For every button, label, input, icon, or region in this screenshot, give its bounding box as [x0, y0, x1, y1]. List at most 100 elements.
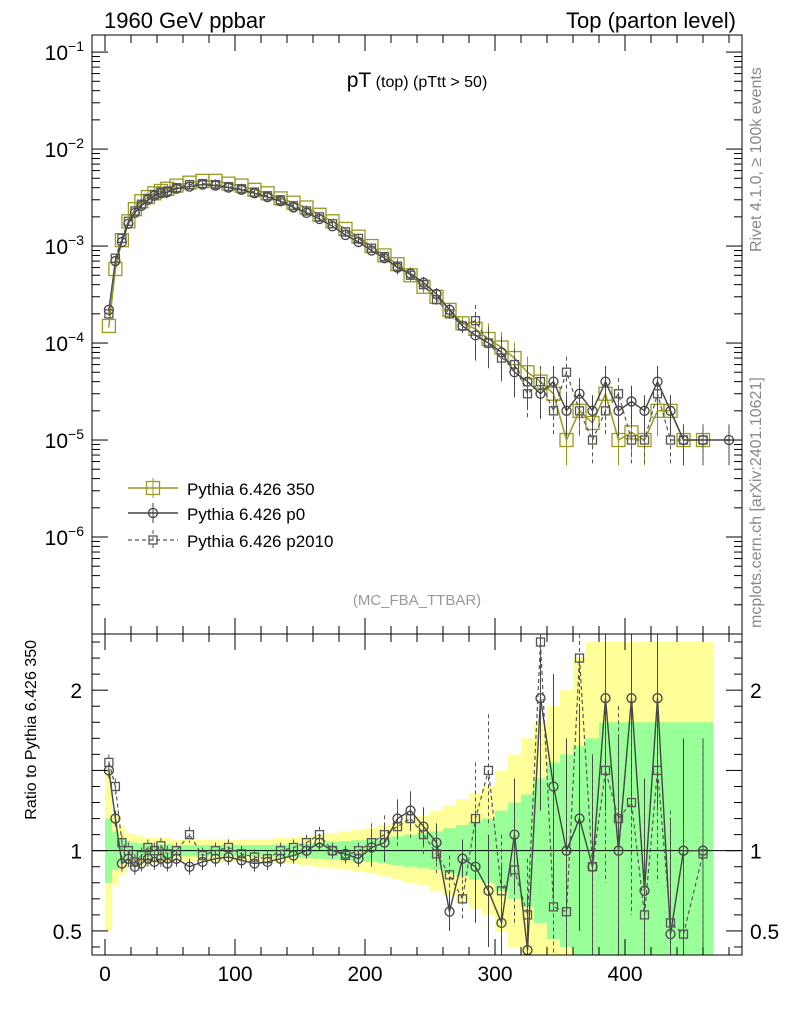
data-point-pythia-6-426-p0	[665, 405, 676, 416]
ratio-point-pythia-6-426-p2010	[249, 852, 260, 862]
y-tick-label: 10−5	[45, 426, 85, 453]
data-point-pythia-6-426-p2010	[366, 243, 377, 253]
ratio-point-pythia-6-426-p0	[483, 885, 494, 896]
data-point-pythia-6-426-p2010	[110, 253, 121, 263]
ratio-point-pythia-6-426-p0	[457, 853, 468, 864]
ratio-point-pythia-6-426-p2010	[496, 886, 507, 896]
data-point-pythia-6-426-p2010	[561, 367, 572, 377]
ratio-y-tick-label-right: 0.5	[750, 921, 779, 944]
data-point-pythia-6-426-p2010	[379, 251, 390, 262]
data-point-pythia-6-426-p2010	[548, 406, 559, 416]
legend-label: Pythia 6.426 p2010	[187, 532, 334, 551]
ratio-point-pythia-6-426-p0	[155, 853, 167, 864]
ratio-point-pythia-6-426-p2010	[665, 918, 676, 928]
ratio-point-pythia-6-426-p0	[110, 813, 121, 824]
data-point-pythia-6-426-p2010	[587, 435, 598, 445]
ratio-point-pythia-6-426-p2010	[431, 849, 442, 859]
legend-marker	[145, 480, 161, 496]
data-point-pythia-6-426-p2010	[210, 179, 221, 190]
ratio-point-pythia-6-426-p2010	[457, 894, 468, 904]
plot-title: pT (top) (pTtt > 50)	[347, 69, 488, 92]
ratio-point-pythia-6-426-p2010	[262, 854, 273, 864]
data-point-pythia-6-426-p2010	[197, 178, 208, 189]
ratio-point-pythia-6-426-p2010	[275, 846, 286, 856]
band-inner	[651, 722, 664, 955]
data-point-pythia-6-426-p2010	[418, 279, 429, 290]
ratio-point-pythia-6-426-p2010	[184, 829, 195, 840]
data-point-pythia-6-426-p0	[470, 330, 481, 341]
ratio-point-pythia-6-426-p2010	[162, 849, 173, 859]
data-point-pythia-6-426-p2010	[613, 389, 624, 399]
ratio-y-axis-label: Ratio to Pythia 6.426 350	[23, 640, 40, 820]
ratio-point-pythia-6-426-p2010	[156, 841, 166, 851]
x-tick-label: 0	[99, 963, 111, 986]
data-point-pythia-6-426-p0	[587, 405, 598, 416]
ratio-point-pythia-6-426-p2010	[678, 929, 689, 939]
data-point-pythia-6-426-p2010	[483, 338, 494, 348]
ratio-point-pythia-6-426-p0	[116, 858, 128, 869]
data-point-pythia-6-426-p2010	[392, 261, 403, 271]
ratio-point-pythia-6-426-p2010	[587, 862, 598, 872]
ratio-point-pythia-6-426-p2010	[288, 842, 299, 853]
ratio-point-pythia-6-426-p2010	[470, 813, 481, 824]
ratio-point-pythia-6-426-p2010	[483, 765, 494, 776]
data-point-pythia-6-426-p2010	[314, 212, 325, 222]
x-tick-label: 300	[477, 963, 512, 986]
data-point-pythia-6-426-p2010	[262, 191, 273, 201]
ratio-point-pythia-6-426-p2010	[639, 910, 650, 920]
ratio-point-pythia-6-426-p2010	[327, 846, 338, 856]
ratio-point-pythia-6-426-p2010	[652, 765, 663, 776]
data-point-pythia-6-426-p2010	[104, 309, 114, 319]
ratio-point-pythia-6-426-p2010	[626, 797, 637, 808]
header-left: 1960 GeV ppbar	[104, 8, 266, 33]
ratio-point-pythia-6-426-p2010	[548, 902, 559, 912]
ratio-point-pythia-6-426-p2010	[236, 849, 247, 859]
y-tick-label: 10−4	[45, 329, 85, 356]
ratio-point-pythia-6-426-p2010	[340, 850, 351, 861]
ratio-point-pythia-6-426-p2010	[314, 829, 325, 840]
data-point-pythia-6-426-p2010	[130, 206, 140, 216]
ratio-point-pythia-6-426-p2010	[535, 637, 546, 647]
ratio-point-pythia-6-426-p0	[223, 851, 234, 863]
ratio-point-pythia-6-426-p2010	[104, 757, 114, 768]
ratio-point-pythia-6-426-p2010	[509, 865, 520, 875]
data-point-pythia-6-426-p2010	[327, 219, 338, 229]
data-point-pythia-6-426-p2010	[123, 216, 134, 226]
data-point-pythia-6-426-p2010	[171, 183, 182, 193]
ratio-point-pythia-6-426-p2010	[301, 838, 312, 848]
legend-marker	[147, 507, 159, 519]
y-tick-label: 10−6	[45, 523, 85, 550]
ratio-point-pythia-6-426-p2010	[366, 838, 377, 848]
legend-label: Pythia 6.426 350	[187, 480, 315, 499]
ratio-point-pythia-6-426-p2010	[149, 846, 160, 856]
ratio-point-pythia-6-426-p2010	[522, 910, 533, 920]
ratio-point-pythia-6-426-p2010	[613, 813, 624, 824]
data-point-pythia-6-426-p2010	[249, 187, 260, 197]
ratio-point-pythia-6-426-p2010	[698, 849, 708, 859]
ratio-line-pythia-6-426-p2010	[108, 641, 704, 936]
rivet-version-text: Rivet 4.1.0, ≥ 100k events	[748, 67, 765, 252]
data-point-pythia-6-426-p2010	[639, 435, 650, 445]
data-point-pythia-6-426-p2010	[574, 406, 585, 416]
data-point-pythia-6-426-p2010	[149, 189, 160, 200]
y-tick-label: 10−1	[45, 38, 85, 65]
ratio-point-pythia-6-426-p2010	[600, 765, 611, 776]
data-point-pythia-6-426-350	[101, 318, 117, 334]
legend-label: Pythia 6.426 p0	[187, 505, 305, 524]
data-point-pythia-6-426-p2010	[444, 309, 455, 319]
ratio-point-pythia-6-426-p2010	[171, 846, 182, 856]
legend-marker	[148, 535, 158, 545]
ratio-point-pythia-6-426-p2010	[110, 781, 121, 792]
data-point-pythia-6-426-p2010	[288, 201, 299, 211]
ratio-y-tick-label: 2	[70, 680, 82, 703]
data-point-pythia-6-426-p2010	[652, 389, 663, 399]
band-inner	[677, 722, 694, 955]
ratio-point-pythia-6-426-p2010	[136, 850, 147, 861]
ratio-point-pythia-6-426-p2010	[392, 821, 403, 832]
ratio-point-pythia-6-426-p2010	[574, 653, 585, 663]
ratio-point-pythia-6-426-p2010	[197, 850, 208, 861]
ratio-y-tick-label: 1	[70, 841, 82, 864]
analysis-tag: (MC_FBA_TTBAR)	[353, 592, 481, 609]
ratio-y-tick-label-right: 1	[750, 841, 762, 864]
